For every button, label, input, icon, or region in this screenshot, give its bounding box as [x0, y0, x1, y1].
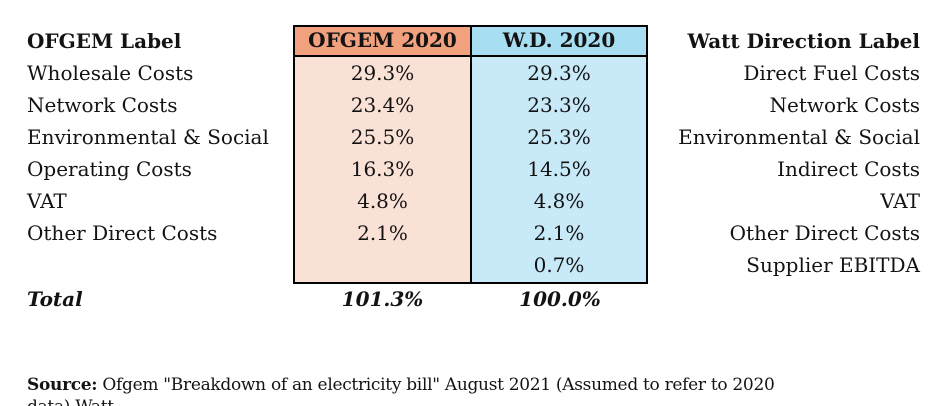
source-label: Source:	[27, 375, 98, 395]
ofgem-total-value: 101.3%	[341, 287, 424, 311]
wd-value-cell: 23.3%	[527, 93, 591, 117]
total-row-label: Total	[27, 287, 83, 311]
ofgem-value-cell: 16.3%	[350, 157, 415, 181]
ofgem-label-column-header: OFGEM Label	[27, 29, 182, 53]
wd-row-label: Indirect Costs	[777, 157, 920, 181]
ofgem-value-cell: 25.5%	[350, 125, 415, 149]
source-note-line1: Source: Ofgem "Breakdown of an electrici…	[27, 375, 807, 406]
wd-value-cell: 29.3%	[527, 61, 591, 85]
wd-total-value: 100.0%	[519, 287, 601, 311]
wd-row-label: Other Direct Costs	[729, 221, 920, 245]
wd-value-cell: 14.5%	[527, 157, 591, 181]
ofgem-value-cell: 2.1%	[357, 221, 408, 245]
ofgem-row-label: Network Costs	[27, 93, 178, 117]
wd-value-cell: 0.7%	[533, 253, 585, 277]
wd-value-cell: 25.3%	[527, 125, 591, 149]
watt-direction-label-column: Watt Direction Label Direct Fuel Costs N…	[630, 25, 920, 281]
wd-row-label: Network Costs	[769, 93, 920, 117]
source-line1-text: Ofgem "Breakdown of an electricity bill"…	[27, 375, 775, 406]
wd-2020-column-body: 29.3% 23.3% 25.3% 14.5% 4.8% 2.1% 0.7%	[472, 57, 648, 284]
wd-row-label: VAT	[880, 189, 920, 213]
ofgem-row-label: VAT	[27, 189, 67, 213]
source-note: Source: Ofgem "Breakdown of an electrici…	[27, 332, 807, 406]
wd-row-label: Supplier EBITDA	[746, 253, 920, 277]
ofgem-row-label-empty	[27, 249, 287, 281]
ofgem-2020-column-body: 29.3% 23.4% 25.5% 16.3% 4.8% 2.1%	[293, 57, 472, 284]
ofgem-row-label: Other Direct Costs	[27, 221, 218, 245]
wd-value-cell: 4.8%	[533, 189, 585, 213]
wd-2020-column-header: W.D. 2020	[472, 25, 648, 57]
ofgem-row-label: Operating Costs	[27, 157, 192, 181]
ofgem-2020-column-header: OFGEM 2020	[293, 25, 472, 57]
watt-direction-column-header: Watt Direction Label	[687, 29, 920, 53]
wd-row-label: Direct Fuel Costs	[743, 61, 920, 85]
ofgem-row-label: Environmental & Social	[27, 125, 269, 149]
ofgem-label-column: OFGEM Label Wholesale Costs Network Cost…	[27, 25, 287, 281]
wd-row-label: Environmental & Social	[678, 125, 920, 149]
ofgem-value-cell-empty	[295, 249, 470, 281]
ofgem-value-cell: 23.4%	[350, 93, 415, 117]
ofgem-value-cell: 29.3%	[350, 61, 415, 85]
wd-value-cell: 2.1%	[533, 221, 585, 245]
ofgem-value-cell: 4.8%	[357, 189, 408, 213]
ofgem-row-label: Wholesale Costs	[27, 61, 194, 85]
